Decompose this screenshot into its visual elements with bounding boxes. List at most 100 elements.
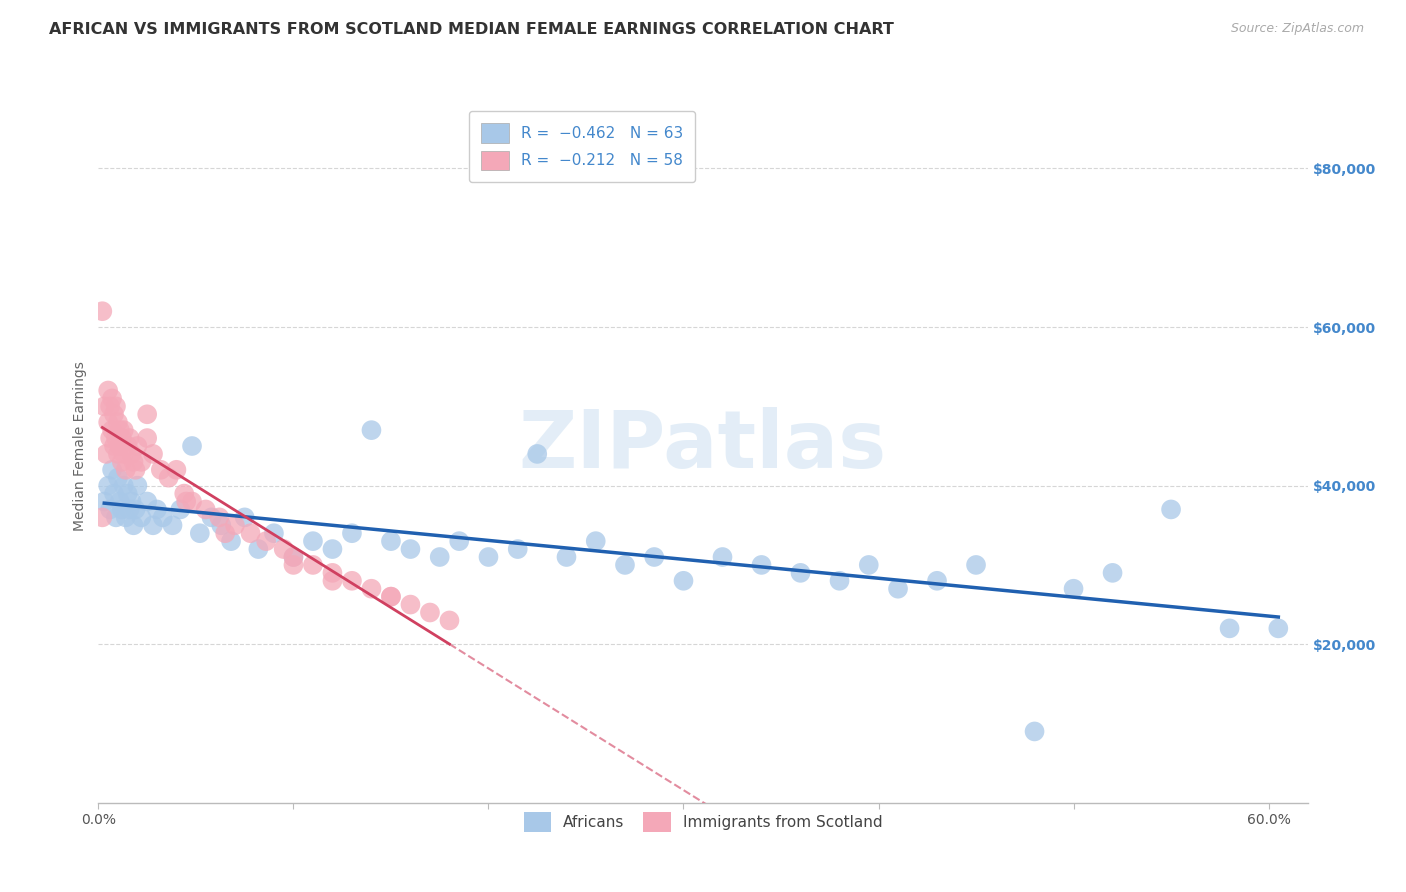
Point	[101, 423, 124, 437]
Text: AFRICAN VS IMMIGRANTS FROM SCOTLAND MEDIAN FEMALE EARNINGS CORRELATION CHART: AFRICAN VS IMMIGRANTS FROM SCOTLAND MEDI…	[49, 22, 894, 37]
Point	[1063, 582, 1085, 596]
Point	[506, 542, 529, 557]
Point	[98, 431, 121, 445]
Point	[97, 384, 120, 398]
Point	[103, 439, 125, 453]
Point	[118, 431, 141, 445]
Point	[108, 494, 131, 508]
Point	[127, 439, 149, 453]
Point	[449, 534, 471, 549]
Point	[526, 447, 548, 461]
Point	[1160, 502, 1182, 516]
Point	[104, 400, 127, 414]
Point	[181, 494, 204, 508]
Point	[1219, 621, 1241, 635]
Point	[107, 447, 129, 461]
Point	[146, 502, 169, 516]
Point	[122, 455, 145, 469]
Point	[121, 494, 143, 508]
Point	[360, 582, 382, 596]
Point	[121, 447, 143, 461]
Point	[247, 542, 270, 557]
Point	[340, 526, 363, 541]
Y-axis label: Median Female Earnings: Median Female Earnings	[73, 361, 87, 531]
Point	[429, 549, 451, 564]
Text: Source: ZipAtlas.com: Source: ZipAtlas.com	[1230, 22, 1364, 36]
Point	[194, 502, 217, 516]
Point	[93, 400, 115, 414]
Point	[302, 558, 325, 572]
Point	[149, 463, 172, 477]
Point	[104, 431, 127, 445]
Point	[122, 518, 145, 533]
Point	[162, 518, 184, 533]
Text: ZIPatlas: ZIPatlas	[519, 407, 887, 485]
Point	[321, 542, 343, 557]
Point	[103, 486, 125, 500]
Point	[283, 558, 305, 572]
Point	[789, 566, 811, 580]
Point	[224, 518, 246, 533]
Legend: Africans, Immigrants from Scotland: Africans, Immigrants from Scotland	[517, 806, 889, 838]
Point	[93, 494, 115, 508]
Point	[98, 400, 121, 414]
Point	[283, 549, 305, 564]
Point	[124, 463, 146, 477]
Point	[142, 518, 165, 533]
Point	[173, 486, 195, 500]
Point	[136, 407, 159, 421]
Point	[200, 510, 222, 524]
Point	[136, 494, 159, 508]
Point	[209, 518, 232, 533]
Point	[181, 439, 204, 453]
Point	[98, 502, 121, 516]
Point	[360, 423, 382, 437]
Point	[585, 534, 607, 549]
Point	[169, 502, 191, 516]
Point	[104, 510, 127, 524]
Point	[208, 510, 231, 524]
Point	[283, 549, 305, 564]
Point	[112, 423, 135, 437]
Point	[302, 534, 325, 549]
Point	[97, 478, 120, 492]
Point	[131, 455, 153, 469]
Point	[111, 431, 134, 445]
Point	[233, 510, 256, 524]
Point	[273, 542, 295, 557]
Point	[340, 574, 363, 588]
Point	[131, 510, 153, 524]
Point	[1267, 621, 1289, 635]
Point	[263, 526, 285, 541]
Point	[117, 439, 139, 453]
Point	[96, 447, 118, 461]
Point	[672, 574, 695, 588]
Point	[1101, 566, 1123, 580]
Point	[321, 574, 343, 588]
Point	[124, 502, 146, 516]
Point	[101, 392, 124, 406]
Point	[380, 590, 402, 604]
Point	[751, 558, 773, 572]
Point	[111, 455, 134, 469]
Point	[380, 590, 402, 604]
Point	[219, 534, 242, 549]
Point	[108, 423, 131, 437]
Point	[136, 431, 159, 445]
Point	[114, 463, 136, 477]
Point	[188, 526, 211, 541]
Point	[174, 494, 197, 508]
Point	[111, 502, 134, 516]
Point	[112, 447, 135, 461]
Point	[614, 558, 637, 572]
Point	[101, 463, 124, 477]
Point	[887, 582, 910, 596]
Point	[112, 478, 135, 492]
Point	[477, 549, 499, 564]
Point	[643, 549, 665, 564]
Point	[117, 486, 139, 500]
Point	[711, 549, 734, 564]
Point	[399, 542, 422, 557]
Point	[91, 510, 114, 524]
Point	[925, 574, 948, 588]
